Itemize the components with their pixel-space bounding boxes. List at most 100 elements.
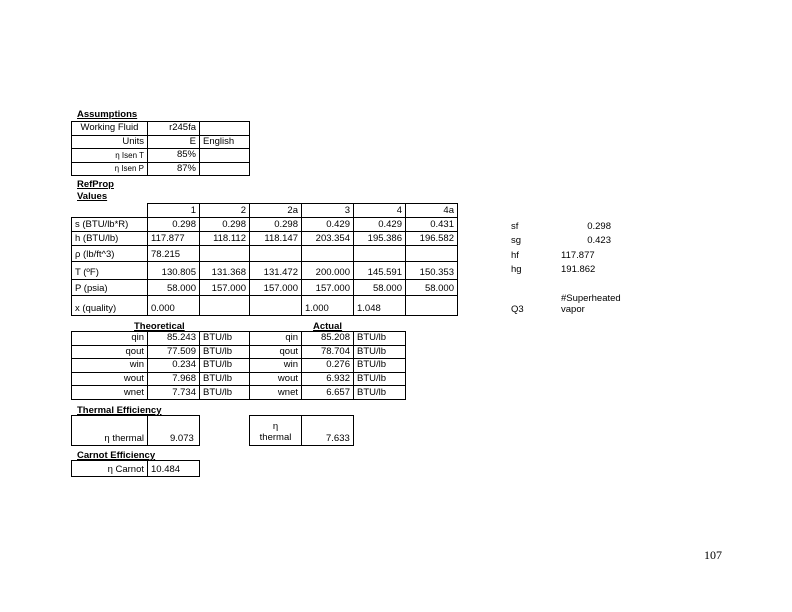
value-cell: 157.000 [301,279,354,296]
value-cell [353,245,406,262]
value-cell: 130.805 [147,261,200,280]
energy-label: qout [249,344,302,360]
value-cell: 0.431 [405,217,458,232]
efficiency-label: η thermal [71,415,148,446]
energy-label: wnet [249,385,302,400]
unit: BTU/lb [353,385,406,400]
value-cell: 157.000 [199,279,250,296]
energy-value: 78.704 [301,344,354,360]
cell: 87% [147,161,200,176]
column-header: 4 [353,203,406,218]
energy-label: win [71,358,148,373]
value-cell: 58.000 [405,279,458,296]
section-heading: Theoretical [134,320,185,332]
row-label: s (BTU/lb*R) [71,217,148,232]
value-cell: 0.298 [249,217,302,232]
cell: Units [71,134,148,149]
value-cell [405,245,458,262]
cell: η Isen P [71,161,148,176]
energy-value: 7.734 [147,385,200,400]
cell: η Isen T [71,148,148,163]
column-header: 3 [301,203,354,218]
value-cell [199,245,250,262]
property-label: hg [511,264,522,276]
section-heading: Values [77,190,108,202]
cell: E [147,134,200,149]
unit: BTU/lb [199,385,250,400]
energy-label: wnet [71,385,148,400]
energy-value: 85.243 [147,331,200,346]
quality-label: Q3 [511,303,524,315]
energy-value: 0.234 [147,358,200,373]
cell: 85% [147,148,200,163]
value-cell: 196.582 [405,231,458,246]
row-label: h (BTU/lb) [71,231,148,246]
value-cell [249,295,302,316]
value-cell: 203.354 [301,231,354,246]
energy-value: 77.509 [147,344,200,360]
value-cell: 0.298 [147,217,200,232]
unit: BTU/lb [353,344,406,360]
row-label: ρ (lb/ft^3) [71,245,148,262]
row-label: x (quality) [71,295,148,316]
energy-value: 0.276 [301,358,354,373]
value-cell: 118.147 [249,231,302,246]
value-cell: 200.000 [301,261,354,280]
unit: BTU/lb [353,358,406,373]
section-heading: Actual [313,320,343,332]
value-cell: 1.048 [353,295,406,316]
value-cell: 118.112 [199,231,250,246]
efficiency-value: 9.073 [147,415,200,446]
cell [199,148,250,163]
cell: Working Fluid [71,121,148,136]
value-cell: 131.368 [199,261,250,280]
value-cell [405,295,458,316]
page-number: 107 [704,548,722,562]
value-cell: 78.215 [147,245,200,262]
property-value: 0.298 [587,220,611,232]
energy-value: 6.657 [301,385,354,400]
unit: BTU/lb [199,331,250,346]
energy-label: wout [249,371,302,387]
property-value: 0.423 [587,235,611,247]
column-header: 4a [405,203,458,218]
unit: BTU/lb [199,371,250,387]
unit: BTU/lb [199,358,250,373]
section-heading: Assumptions [77,108,138,120]
carnot-value: 10.484 [147,460,200,477]
value-cell: 0.298 [199,217,250,232]
value-cell: 58.000 [147,279,200,296]
efficiency-label: η thermal [249,415,302,446]
cell [199,121,250,136]
value-cell [199,295,250,316]
quality-value: #Superheated vapor [561,293,621,315]
energy-label: qin [71,331,148,346]
property-label: hf [511,249,519,261]
row-label: T (ºF) [71,261,148,280]
cell: English [199,134,250,149]
value-cell: 58.000 [353,279,406,296]
value-cell: 157.000 [249,279,302,296]
unit: BTU/lb [199,344,250,360]
column-header: 2a [249,203,302,218]
column-header: 1 [147,203,200,218]
energy-label: wout [71,371,148,387]
section-heading: RefProp [77,178,114,190]
energy-value: 85.208 [301,331,354,346]
value-cell: 150.353 [405,261,458,280]
value-cell: 145.591 [353,261,406,280]
section-heading: Thermal Efficiency [77,404,162,416]
value-cell: 117.877 [147,231,200,246]
value-cell [301,245,354,262]
carnot-label: η Carnot [71,460,148,477]
cell [199,161,250,176]
section-heading: Carnot Efficiency [77,449,156,461]
value-cell: 1.000 [301,295,354,316]
energy-label: win [249,358,302,373]
energy-value: 7.968 [147,371,200,387]
value-cell [249,245,302,262]
property-label: sf [511,220,519,232]
energy-label: qout [71,344,148,360]
value-cell: 131.472 [249,261,302,280]
unit: BTU/lb [353,371,406,387]
